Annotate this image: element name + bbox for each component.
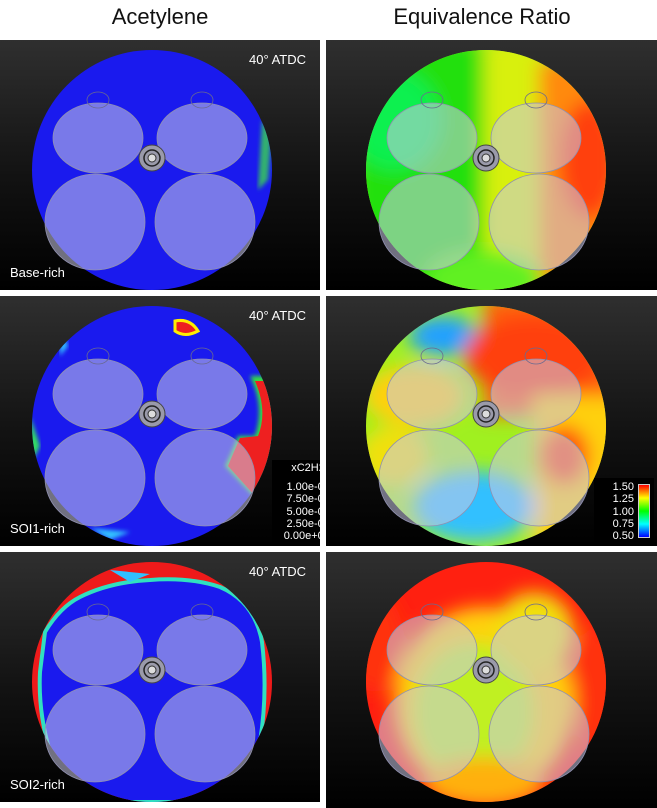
colorbar-tick: 0.00e+000	[283, 530, 336, 542]
row-label: SOI2-rich	[10, 777, 65, 792]
colorbar-tick: 1.00e-003	[286, 481, 336, 493]
colorbar-tick: 7.50e-004	[286, 493, 336, 505]
colorbar-tick: 1.00	[612, 506, 634, 518]
panel-acetylene-base-rich: 40° ATDC Base-rich	[0, 40, 320, 290]
colorbar-gradient	[638, 484, 650, 538]
column-title-equivalence-ratio: Equivalence Ratio	[393, 4, 571, 29]
contour-plot	[32, 306, 272, 546]
contour-plot	[366, 50, 606, 290]
crank-angle-label: 40° ATDC	[249, 308, 306, 323]
row-label: Base-rich	[10, 265, 65, 280]
colorbar-title: xC2H2	[291, 462, 325, 474]
column-title-acetylene: Acetylene	[111, 4, 209, 29]
panel-phi-soi1-rich	[326, 296, 657, 546]
crank-angle-label: 40° ATDC	[249, 52, 306, 67]
panel-phi-soi2-rich	[326, 552, 657, 808]
colorbar-tick: 0.50	[612, 530, 634, 542]
contour-plot	[32, 562, 272, 802]
colorbar-tick: 5.00e-004	[286, 506, 336, 518]
contour-plot	[366, 562, 606, 802]
contour-plot	[366, 306, 606, 546]
column-divider	[320, 40, 326, 808]
row-label: SOI1-rich	[10, 521, 65, 536]
panel-phi-base-rich	[326, 40, 657, 290]
crank-angle-label: 40° ATDC	[249, 564, 306, 579]
contour-plot	[32, 50, 272, 290]
colorbar-tick: 0.75	[612, 518, 634, 530]
colorbar-tick: 2.50e-004	[286, 518, 336, 530]
colorbar-equivalence-ratio: 1.50 1.25 1.00 0.75 0.50	[594, 478, 654, 544]
colorbar-tick: 1.50	[612, 481, 634, 493]
panel-acetylene-soi2-rich: 40° ATDC SOI2-rich	[0, 552, 320, 802]
panel-acetylene-soi1-rich: 40° ATDC SOI1-rich	[0, 296, 320, 546]
colorbar-tick: 1.25	[612, 493, 634, 505]
